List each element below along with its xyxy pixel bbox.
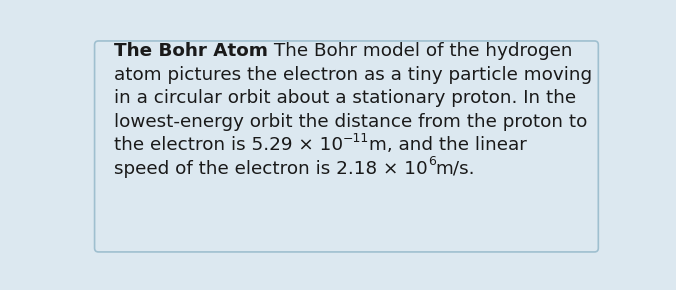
Text: m/s.: m/s. (435, 160, 475, 178)
FancyBboxPatch shape (95, 41, 598, 252)
Text: in a circular orbit about a stationary proton. In the: in a circular orbit about a stationary p… (114, 89, 576, 107)
Text: The Bohr Atom: The Bohr Atom (114, 42, 268, 60)
Text: m, and the linear: m, and the linear (369, 137, 527, 155)
Text: speed of the electron is 2.18 × 10: speed of the electron is 2.18 × 10 (114, 160, 428, 178)
Text: 6: 6 (428, 155, 435, 168)
Text: the electron is 5.29 × 10: the electron is 5.29 × 10 (114, 137, 343, 155)
Text: lowest-energy orbit the distance from the proton to: lowest-energy orbit the distance from th… (114, 113, 587, 131)
Text: −11: −11 (343, 132, 369, 144)
Text: The Bohr model of the hydrogen: The Bohr model of the hydrogen (268, 42, 573, 60)
Text: atom pictures the electron as a tiny particle moving: atom pictures the electron as a tiny par… (114, 66, 592, 84)
